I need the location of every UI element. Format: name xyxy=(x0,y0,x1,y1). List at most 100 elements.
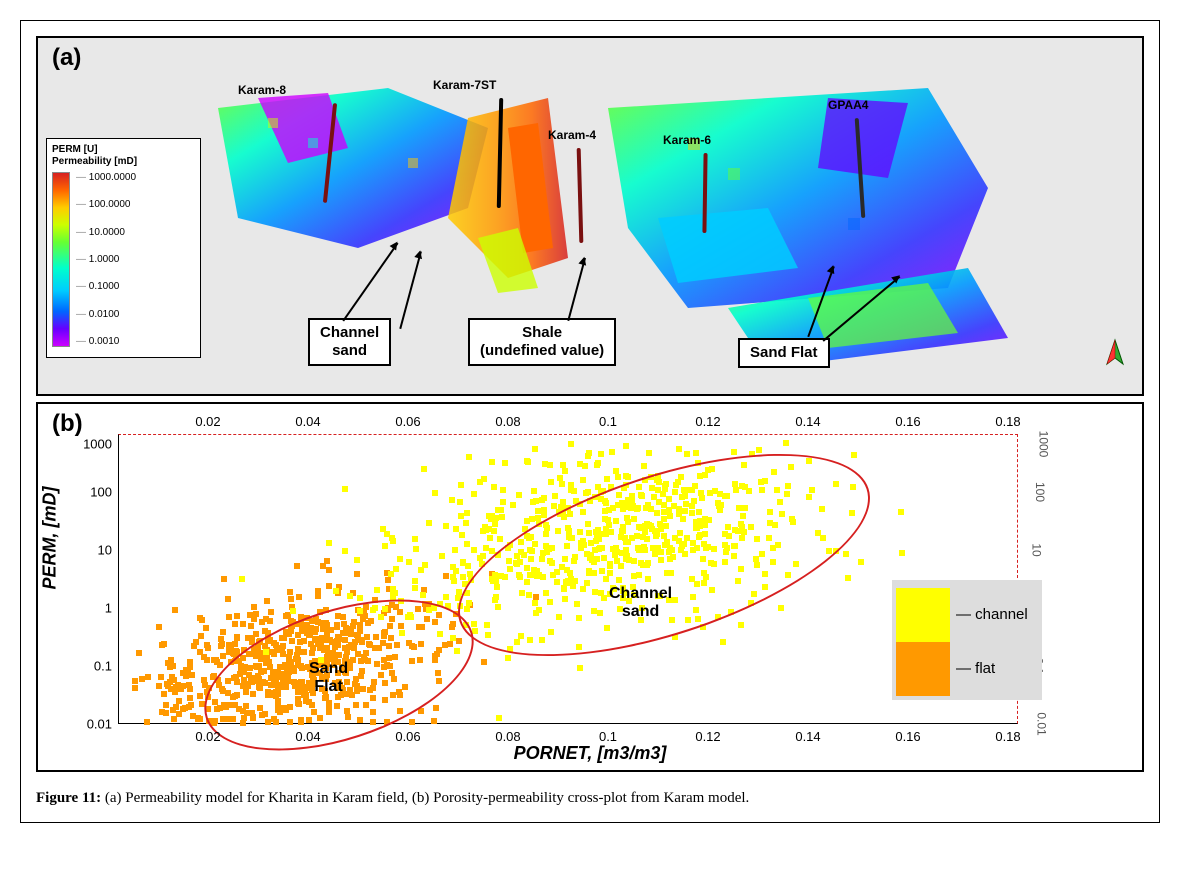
figure-caption: Figure 11: (a) Permeability model for Kh… xyxy=(36,790,1144,807)
x-axis-label: PORNET, [m3/m3] xyxy=(514,743,667,764)
scatter-point-flat xyxy=(481,659,487,665)
scatter-point-channel xyxy=(598,451,604,457)
scatter-point-flat xyxy=(294,563,300,569)
annotation-box: Shale(undefined value) xyxy=(468,318,616,366)
x-tick: 0.08 xyxy=(495,729,520,744)
scatter-point-channel xyxy=(460,559,466,565)
scatter-point-channel xyxy=(731,449,737,455)
scatter-point-channel xyxy=(562,468,568,474)
scatter-point-channel xyxy=(676,446,682,452)
scatter-point-channel xyxy=(559,481,565,487)
scatter-point-flat xyxy=(132,678,138,684)
scatter-point-channel xyxy=(899,550,905,556)
scatter-point-channel xyxy=(422,562,428,568)
scatter-point-flat xyxy=(287,589,293,595)
scatter-point-channel xyxy=(738,622,744,628)
well-label: Karam-8 xyxy=(238,83,286,97)
y-tick: 1 xyxy=(72,601,112,616)
scatter-point-channel xyxy=(465,563,471,569)
x-tick-top: 0.1 xyxy=(599,414,617,429)
x-tick-top: 0.06 xyxy=(395,414,420,429)
scatter-point-flat xyxy=(201,677,207,683)
scatter-point-flat xyxy=(205,645,211,651)
scatter-point-flat xyxy=(195,716,201,722)
x-tick: 0.04 xyxy=(295,729,320,744)
y-tick-right: 1000 xyxy=(1036,431,1050,458)
scatter-point-channel xyxy=(459,532,465,538)
scatter-point-flat xyxy=(144,719,150,725)
scatter-point-flat xyxy=(240,621,246,627)
legend-swatch xyxy=(896,642,950,696)
cb-tick: 10.0000 xyxy=(76,227,136,238)
x-tick-top: 0.08 xyxy=(495,414,520,429)
scatter-point-channel xyxy=(412,585,418,591)
scatter-point-channel xyxy=(450,564,456,570)
scatter-point-channel xyxy=(568,487,574,493)
scatter-point-flat xyxy=(220,629,226,635)
scatter-point-flat xyxy=(158,674,164,680)
scatter-point-channel xyxy=(463,520,469,526)
scatter-point-channel xyxy=(342,548,348,554)
scatter-point-channel xyxy=(541,507,547,513)
scatter-point-channel xyxy=(471,547,477,553)
cb-tick: 100.0000 xyxy=(76,199,136,210)
scatter-point-channel xyxy=(693,450,699,456)
panel-a-label: (a) xyxy=(52,44,81,72)
scatter-point-channel xyxy=(684,451,690,457)
scatter-point-channel xyxy=(452,547,458,553)
x-tick-top: 0.12 xyxy=(695,414,720,429)
scatter-point-channel xyxy=(500,487,506,493)
scatter-point-channel xyxy=(418,567,424,573)
cb-tick: 0.0010 xyxy=(76,336,136,347)
scatter-point-flat xyxy=(221,576,227,582)
scatter-point-flat xyxy=(145,674,151,680)
scatter-point-channel xyxy=(843,551,849,557)
scatter-point-channel xyxy=(623,443,629,449)
scatter-point-flat xyxy=(167,664,173,670)
scatter-point-channel xyxy=(604,476,610,482)
scatter-point-channel xyxy=(577,461,583,467)
scatter-point-channel xyxy=(720,639,726,645)
scatter-point-flat xyxy=(172,607,178,613)
scatter-point-channel xyxy=(493,515,499,521)
scatter-point-channel xyxy=(439,553,445,559)
x-tick-top: 0.14 xyxy=(795,414,820,429)
x-tick: 0.02 xyxy=(195,729,220,744)
scatter-point-flat xyxy=(165,683,171,689)
scatter-point-flat xyxy=(173,704,179,710)
scatter-point-channel xyxy=(586,450,592,456)
scatter-point-channel xyxy=(541,495,547,501)
scatter-point-flat xyxy=(203,625,209,631)
scatter-point-flat xyxy=(156,683,162,689)
scatter-point-channel xyxy=(641,463,647,469)
scatter-point-channel xyxy=(609,449,615,455)
x-tick: 0.12 xyxy=(695,729,720,744)
scatter-point-channel xyxy=(354,557,360,563)
scatter-point-flat xyxy=(178,686,184,692)
scatter-point-channel xyxy=(613,468,619,474)
scatter-point-channel xyxy=(532,446,538,452)
scatter-point-channel xyxy=(547,462,553,468)
scatter-point-flat xyxy=(197,693,203,699)
scatter-point-channel xyxy=(420,592,426,598)
scatter-point-flat xyxy=(326,583,332,589)
scatter-point-channel xyxy=(421,466,427,472)
scatter-point-flat xyxy=(251,616,257,622)
scatter-point-channel xyxy=(382,543,388,549)
scatter-point-channel xyxy=(426,520,432,526)
scatter-point-channel xyxy=(615,474,621,480)
figure-number: Figure 11: xyxy=(36,790,101,806)
scatter-point-flat xyxy=(161,641,167,647)
scatter-point-flat xyxy=(409,719,415,725)
scatter-point-flat xyxy=(296,594,302,600)
scatter-point-channel xyxy=(851,452,857,458)
scatter-point-flat xyxy=(198,633,204,639)
scatter-point-channel xyxy=(483,527,489,533)
scatter-point-flat xyxy=(132,685,138,691)
scatter-point-flat xyxy=(136,650,142,656)
scatter-point-channel xyxy=(453,526,459,532)
caption-text: (a) Permeability model for Kharita in Ka… xyxy=(101,790,749,806)
scatter-point-flat xyxy=(188,702,194,708)
scatter-point-channel xyxy=(491,484,497,490)
scatter-point-channel xyxy=(524,518,530,524)
